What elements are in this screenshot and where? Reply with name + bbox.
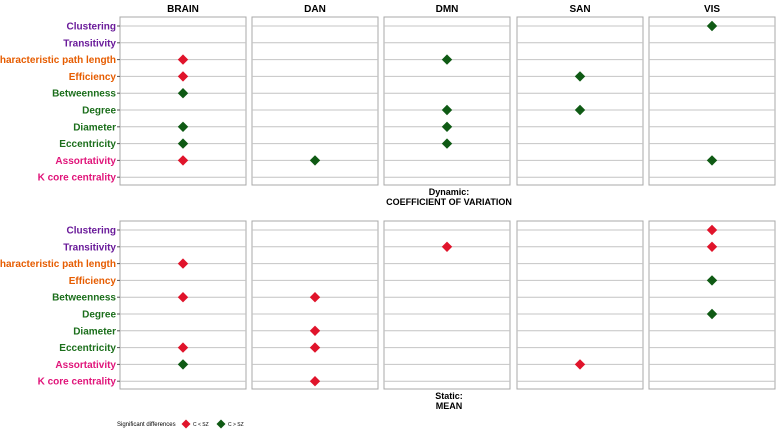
point-vis-degree: [706, 308, 718, 320]
row-label-characteristic-path-length: Characteristic path length: [0, 55, 116, 66]
row-label-degree: Degree: [82, 106, 116, 117]
legend: Significant differences C < SZ C > SZ: [117, 419, 244, 429]
facet-box-san: [516, 16, 644, 186]
point-dan-betweenness: [309, 292, 321, 303]
legend-marker-c-sz: [216, 419, 226, 429]
point-dan-diameter: [309, 325, 321, 336]
panel-title-line1: Static:: [435, 391, 463, 401]
point-brain-efficiency: [177, 71, 189, 82]
point-brain-betweenness: [177, 292, 189, 303]
point-dmn-degree: [441, 104, 453, 116]
panel-title-line2: MEAN: [436, 401, 463, 411]
point-dmn-transitivity: [441, 241, 453, 252]
legend-label-c-sz: C > SZ: [228, 422, 244, 428]
point-brain-assortativity: [177, 359, 189, 370]
row-label-assortativity: Assortativity: [55, 156, 116, 167]
point-vis-clustering: [706, 224, 718, 236]
legend-title: Significant differences: [117, 422, 176, 428]
point-brain-diameter: [177, 121, 189, 132]
facet-box-dan: [251, 220, 379, 390]
row-label-k-core-centrality: K core centrality: [38, 377, 117, 388]
panel-title-line2: COEFFICIENT OF VARIATION: [386, 197, 512, 207]
point-brain-eccentricity: [177, 342, 189, 353]
panel-1: Clustering Transitivity Characteristic pat…: [0, 16, 776, 207]
row-label-betweenness: Betweenness: [52, 89, 116, 100]
panel-title-line1: Dynamic:: [429, 187, 470, 197]
column-title-san: SAN: [569, 4, 590, 15]
point-brain-characteristic-path-length: [177, 258, 189, 269]
column-title-brain: BRAIN: [167, 4, 199, 15]
column-title-dan: DAN: [304, 4, 326, 15]
row-label-degree: Degree: [82, 310, 116, 321]
legend-marker-c-sz: [181, 419, 191, 429]
point-dan-assortativity: [309, 155, 321, 166]
row-label-assortativity: Assortativity: [55, 360, 116, 371]
facet-box-san: [516, 220, 644, 390]
row-label-efficiency: Efficiency: [69, 72, 117, 83]
point-san-efficiency: [574, 71, 586, 82]
point-san-degree: [574, 104, 586, 116]
row-label-clustering: Clustering: [67, 22, 116, 33]
row-label-transitivity: Transitivity: [63, 242, 116, 253]
point-dmn-characteristic-path-length: [441, 54, 453, 65]
point-vis-transitivity: [706, 241, 718, 252]
row-label-efficiency: Efficiency: [69, 276, 117, 287]
point-dmn-eccentricity: [441, 138, 453, 149]
point-brain-characteristic-path-length: [177, 54, 189, 65]
row-label-k-core-centrality: K core centrality: [38, 173, 117, 184]
point-vis-clustering: [706, 20, 718, 32]
point-dmn-diameter: [441, 121, 453, 132]
legend-label-c-sz: C < SZ: [193, 422, 209, 428]
column-titles: BRAIN DAN DMN SAN VIS: [167, 4, 720, 15]
point-brain-eccentricity: [177, 138, 189, 149]
row-label-betweenness: Betweenness: [52, 293, 116, 304]
panel-2: Clustering Transitivity Characteristic pat…: [0, 220, 776, 411]
row-label-transitivity: Transitivity: [63, 38, 116, 49]
row-label-clustering: Clustering: [67, 226, 116, 237]
point-san-assortativity: [574, 359, 586, 370]
point-vis-assortativity: [706, 155, 718, 166]
facet-box-brain: [119, 220, 247, 390]
row-label-diameter: Diameter: [73, 326, 116, 337]
row-label-diameter: Diameter: [73, 122, 116, 133]
panels: Clustering Transitivity Characteristic pat…: [0, 16, 776, 411]
row-label-characteristic-path-length: Characteristic path length: [0, 259, 116, 270]
point-dan-eccentricity: [309, 342, 321, 353]
column-title-vis: VIS: [704, 4, 720, 15]
point-brain-assortativity: [177, 155, 189, 166]
facet-box-dmn: [383, 16, 511, 186]
column-title-dmn: DMN: [436, 4, 459, 15]
row-label-eccentricity: Eccentricity: [59, 139, 116, 150]
point-dan-k-core-centrality: [309, 376, 321, 387]
point-brain-betweenness: [177, 88, 189, 99]
point-vis-efficiency: [706, 275, 718, 286]
row-label-eccentricity: Eccentricity: [59, 343, 116, 354]
